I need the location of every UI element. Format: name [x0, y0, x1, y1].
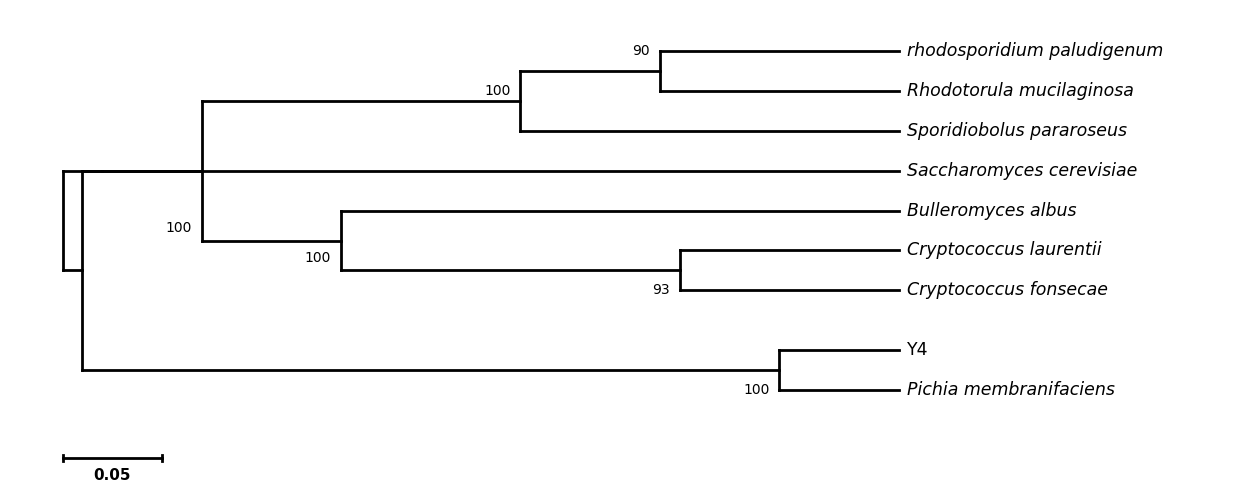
- Text: 100: 100: [305, 251, 331, 266]
- Text: 90: 90: [632, 44, 650, 58]
- Text: Y4: Y4: [906, 341, 929, 359]
- Text: 100: 100: [743, 384, 769, 397]
- Text: 100: 100: [484, 84, 511, 98]
- Text: Pichia membranifaciens: Pichia membranifaciens: [906, 382, 1115, 399]
- Text: 93: 93: [652, 283, 670, 297]
- Text: Cryptococcus laurentii: Cryptococcus laurentii: [906, 242, 1101, 259]
- Text: Saccharomyces cerevisiae: Saccharomyces cerevisiae: [906, 162, 1137, 179]
- Text: Bulleromyces albus: Bulleromyces albus: [906, 202, 1076, 219]
- Text: rhodosporidium paludigenum: rhodosporidium paludigenum: [906, 42, 1163, 60]
- Text: Cryptococcus fonsecae: Cryptococcus fonsecae: [906, 282, 1107, 299]
- Text: Rhodotorula mucilaginosa: Rhodotorula mucilaginosa: [906, 82, 1133, 100]
- Text: 100: 100: [166, 220, 192, 235]
- Text: Sporidiobolus pararoseus: Sporidiobolus pararoseus: [906, 122, 1127, 140]
- Text: 0.05: 0.05: [93, 468, 131, 483]
